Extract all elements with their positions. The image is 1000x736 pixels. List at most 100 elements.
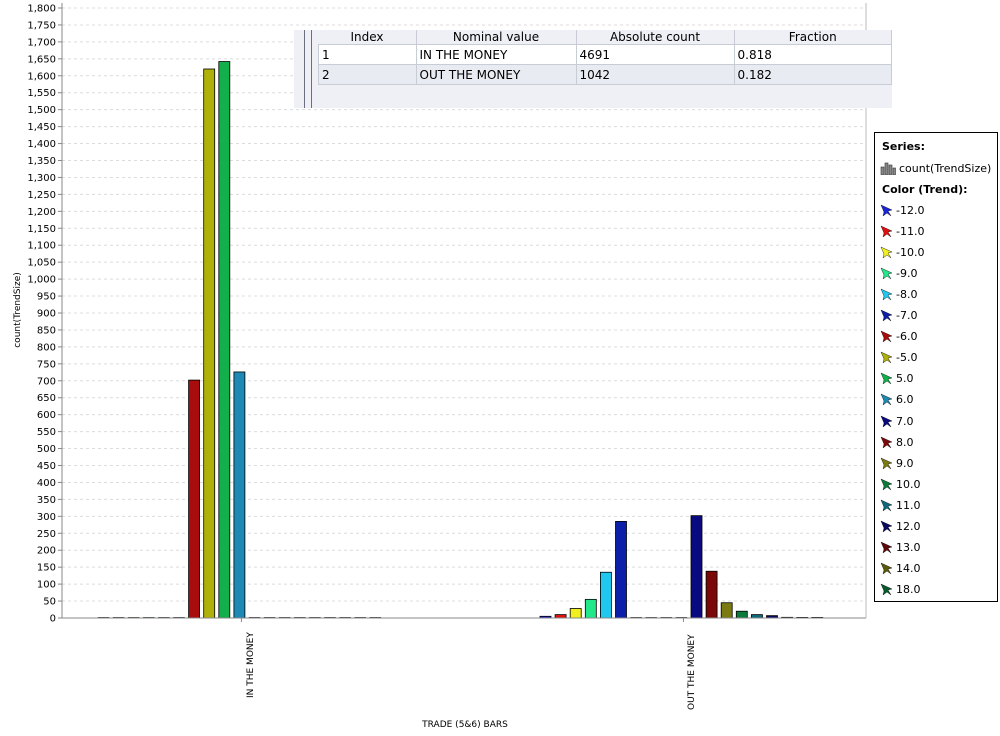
legend-swatch-icon — [880, 436, 893, 449]
legend-item-label: 10.0 — [896, 477, 921, 491]
y-tick-label: 1,700 — [27, 37, 56, 48]
bar[interactable] — [600, 571, 612, 619]
y-tick-label: 800 — [37, 342, 56, 353]
legend-swatch-icon — [880, 267, 893, 280]
y-tick-label: 1,550 — [27, 88, 56, 99]
y-tick-label: 650 — [37, 393, 56, 404]
y-tick-label: 100 — [37, 580, 56, 591]
legend-item-label: -11.0 — [896, 224, 925, 238]
table-cell: 0.182 — [733, 64, 892, 85]
bar[interactable] — [188, 379, 201, 619]
bar[interactable] — [705, 570, 718, 619]
legend-item: -7.0 — [880, 309, 917, 323]
y-tick-label: 850 — [37, 325, 56, 336]
legend-item: 18.0 — [880, 583, 921, 597]
y-tick-label: 1,100 — [27, 241, 56, 252]
y-tick-label: 250 — [37, 529, 56, 540]
y-tick-label: 0 — [50, 614, 56, 625]
y-axis-title: count(TrendSize) — [13, 272, 23, 348]
y-tick-label: 1,050 — [27, 258, 56, 269]
bar[interactable] — [690, 515, 703, 619]
bar[interactable] — [720, 602, 733, 619]
y-tick-label: 1,600 — [27, 71, 56, 82]
legend: Series: count(TrendSize) Color (Trend): … — [874, 132, 998, 602]
column-header-fraction[interactable]: Fraction — [734, 30, 892, 45]
bar[interactable] — [569, 608, 582, 619]
legend-swatch-icon — [880, 562, 893, 575]
column-header-index[interactable]: Index — [318, 30, 417, 45]
y-tick-label: 50 — [43, 597, 56, 608]
bar[interactable] — [615, 521, 627, 619]
table-cell: 0.818 — [733, 44, 892, 65]
panel-drag-handle[interactable] — [304, 30, 312, 108]
y-tick-label: 500 — [37, 444, 56, 455]
legend-item: 12.0 — [880, 520, 921, 534]
legend-item: 5.0 — [880, 372, 914, 386]
y-tick-label: 1,250 — [27, 190, 56, 201]
bars — [97, 61, 824, 622]
table-cell: OUT THE MONEY — [415, 64, 577, 85]
legend-item: -8.0 — [880, 287, 917, 301]
legend-swatch-icon — [880, 372, 893, 385]
y-tick-label: 1,500 — [27, 105, 56, 116]
legend-swatch-icon — [880, 309, 893, 322]
legend-item-label: -5.0 — [896, 351, 918, 365]
bar[interactable] — [203, 68, 216, 619]
y-tick-label: 300 — [37, 512, 56, 523]
legend-series-entry: count(TrendSize) — [880, 161, 991, 175]
y-tick-label: 950 — [37, 292, 56, 303]
y-tick-label: 1,300 — [27, 173, 56, 184]
legend-swatch-icon — [880, 499, 893, 512]
table-cell: IN THE MONEY — [415, 44, 577, 65]
legend-item-label: -8.0 — [896, 287, 918, 301]
bar-series-icon — [880, 162, 896, 175]
bar[interactable] — [233, 371, 246, 619]
bar[interactable] — [735, 610, 748, 619]
table-row[interactable]: 2 OUT THE MONEY 1042 0.182 — [318, 64, 892, 85]
legend-item: -6.0 — [880, 330, 917, 344]
legend-color-heading: Color (Trend): — [882, 183, 968, 196]
column-header-nominal-value[interactable]: Nominal value — [416, 30, 577, 45]
legend-item-label: -10.0 — [896, 245, 925, 259]
legend-item: 6.0 — [880, 393, 914, 407]
y-tick-label: 400 — [37, 478, 56, 489]
y-tick-label: 550 — [37, 427, 56, 438]
bar[interactable] — [751, 614, 763, 619]
y-tick-label: 1,450 — [27, 122, 56, 133]
y-tick-label: 150 — [37, 563, 56, 574]
legend-item: -9.0 — [880, 266, 917, 280]
statistics-table-panel: Index Nominal value Absolute count Fract… — [294, 30, 892, 108]
table-row[interactable]: 1 IN THE MONEY 4691 0.818 — [318, 44, 892, 65]
legend-item-label: -9.0 — [896, 266, 918, 280]
legend-item: -10.0 — [880, 245, 924, 259]
legend-swatch-icon — [880, 351, 893, 364]
y-tick-label: 1,650 — [27, 54, 56, 65]
bar[interactable] — [584, 598, 597, 619]
y-tick-label: 450 — [37, 461, 56, 472]
y-tick-label: 900 — [37, 309, 56, 320]
y-tick-label: 1,000 — [27, 275, 56, 286]
bar[interactable] — [218, 61, 231, 619]
legend-item: 13.0 — [880, 541, 921, 555]
x-category-label: IN THE MONEY — [246, 632, 256, 698]
y-tick-label: 1,400 — [27, 139, 56, 150]
legend-item: 11.0 — [880, 498, 921, 512]
y-tick-label: 1,750 — [27, 20, 56, 31]
x-axis-title: TRADE (5&6) BARS — [421, 720, 508, 730]
legend-swatch-icon — [880, 478, 893, 491]
column-header-absolute-count[interactable]: Absolute count — [576, 30, 735, 45]
legend-swatch-icon — [880, 520, 893, 533]
table-cell: 1 — [318, 44, 417, 65]
y-tick-label: 750 — [37, 359, 56, 370]
legend-item-label: 18.0 — [896, 583, 921, 597]
legend-item-label: -7.0 — [896, 309, 918, 322]
legend-item-label: 14.0 — [896, 562, 921, 576]
legend-item-label: 7.0 — [896, 414, 914, 428]
legend-item-label: 6.0 — [896, 393, 914, 407]
legend-item: -5.0 — [880, 351, 917, 365]
bar[interactable] — [554, 614, 567, 619]
legend-swatch-icon — [880, 541, 893, 554]
y-tick-label: 200 — [37, 546, 56, 557]
legend-item-label: 12.0 — [896, 520, 921, 533]
